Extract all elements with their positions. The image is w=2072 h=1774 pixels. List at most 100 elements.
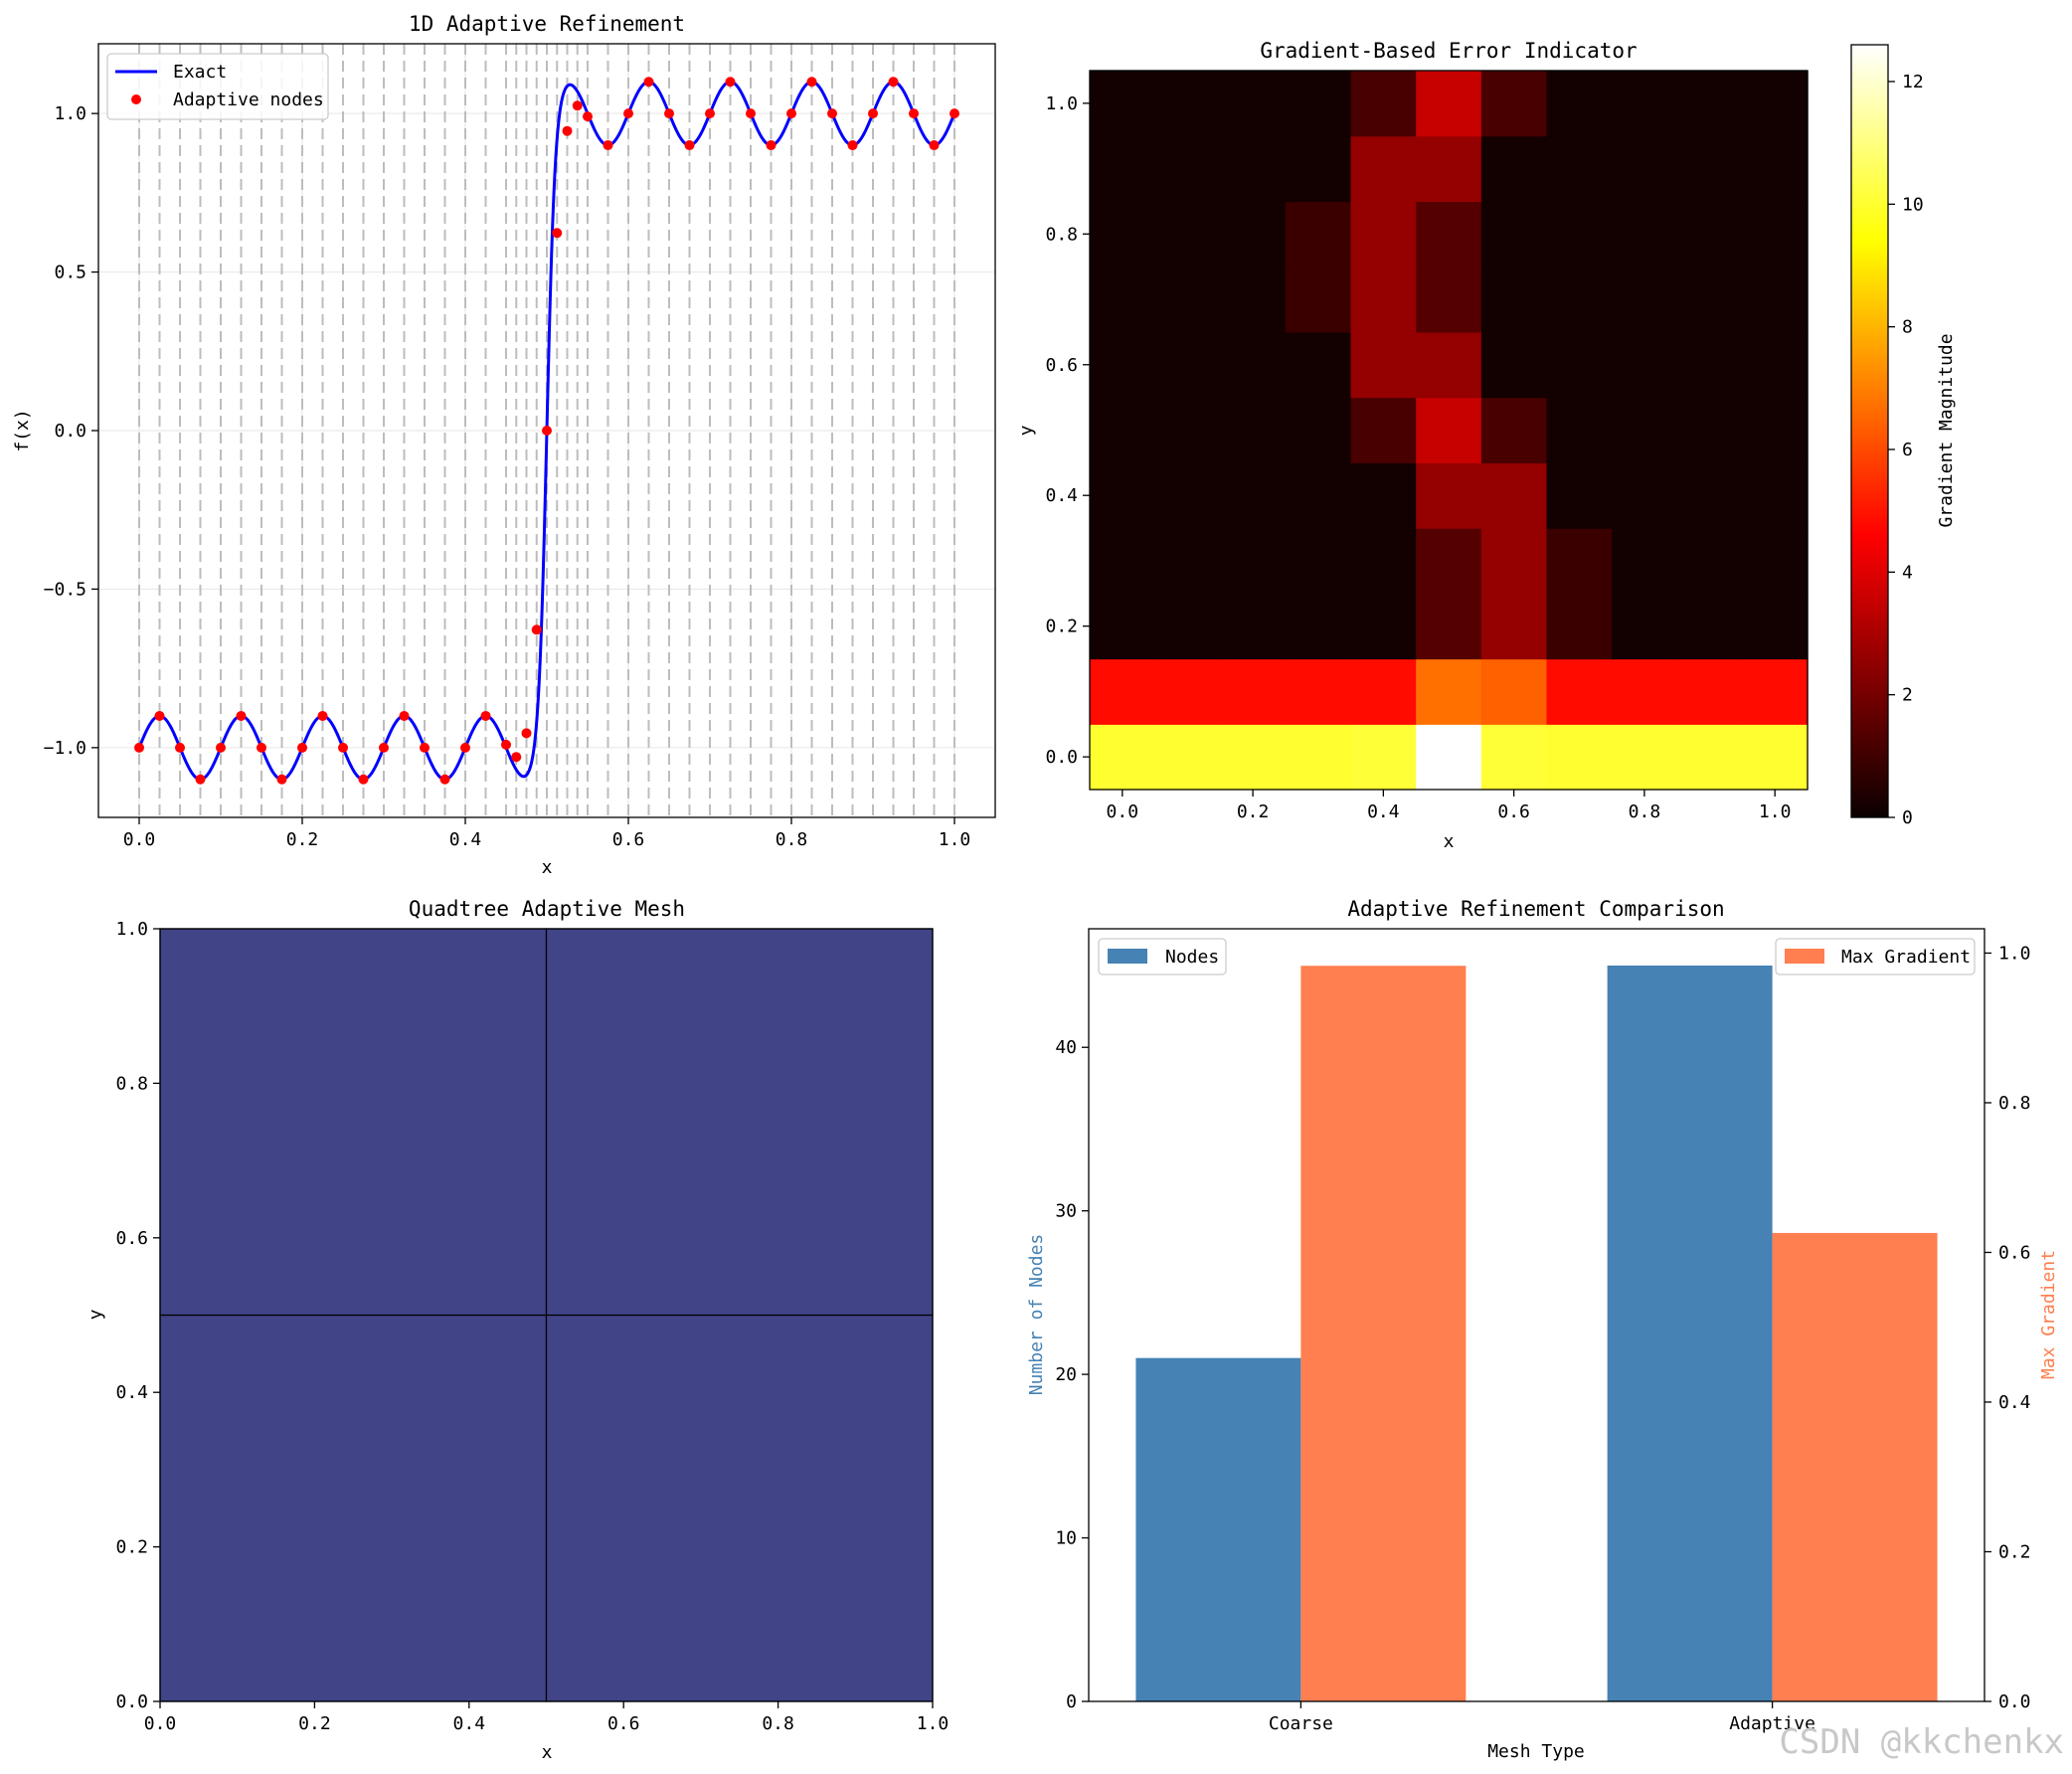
- p2-cell-r3-c4: [1350, 528, 1417, 595]
- p2-cell-r10-c3: [1285, 71, 1352, 137]
- p2-cell-r5-c5: [1416, 397, 1482, 463]
- panel-refinement-comparison: Adaptive Refinement Comparison Coarse Ada…: [1026, 897, 2059, 1762]
- p1-x-ticks: 0.0 0.2 0.4 0.6 0.8 1.0: [123, 817, 970, 850]
- p2-cell-r0-c7: [1546, 724, 1613, 791]
- p1-node-point-16: [460, 742, 470, 753]
- p2-cell-r2-c0: [1090, 593, 1156, 660]
- p1-node-vlines: [138, 44, 955, 817]
- p2-cell-r4-c4: [1350, 462, 1417, 529]
- p2-cell-r8-c9: [1676, 201, 1743, 267]
- p1-ytick-label-2: 0.0: [54, 421, 86, 442]
- p4-legend-gradient: Max Gradient: [1775, 938, 1976, 976]
- p4-legend-nodes: Nodes: [1098, 938, 1227, 976]
- p1-node-point-11: [358, 774, 369, 785]
- p4-title: Adaptive Refinement Comparison: [1347, 897, 1724, 921]
- p2-cell-r6-c7: [1546, 331, 1613, 399]
- p4-axes-frame: [1088, 928, 1986, 1702]
- p1-node-point-3: [195, 774, 206, 785]
- p3-ytick-label-5: 1.0: [115, 919, 148, 940]
- p4-right-axis-label: Max Gradient: [2038, 1250, 2059, 1379]
- p1-node-point-0: [134, 742, 144, 753]
- p2-cell-r4-c7: [1546, 462, 1613, 529]
- p3-ytick-label-4: 0.8: [115, 1073, 148, 1094]
- panel-quadtree-mesh: Quadtree Adaptive Mesh 0.0 0.2 0.4 0.6 0.8 1.…: [86, 897, 949, 1763]
- p2-title: Gradient-Based Error Indicator: [1260, 39, 1637, 63]
- p2-xtick-label-5: 1.0: [1759, 801, 1792, 822]
- p2-cell-r2-c8: [1612, 593, 1678, 660]
- p2-cbtick-label-6: 12: [1902, 72, 1924, 92]
- p2-xtick-label-1: 0.2: [1237, 801, 1270, 822]
- p2-cell-r9-c7: [1546, 135, 1613, 203]
- p1-node-point-24: [562, 125, 573, 136]
- p3-axes-frame: [159, 928, 934, 1702]
- p2-cell-r4-c2: [1220, 462, 1287, 529]
- p2-cell-r10-c0: [1090, 71, 1156, 137]
- p2-cell-r9-c9: [1676, 135, 1743, 203]
- p3-xtick-label-2: 0.4: [453, 1713, 486, 1734]
- p2-cell-r6-c6: [1480, 331, 1548, 399]
- p2-cell-r7-c3: [1285, 266, 1352, 333]
- p1-ytick-label-1: −0.5: [44, 579, 86, 600]
- p4-legend-nodes-swatch: [1108, 949, 1147, 964]
- p3-x-label: x: [542, 1742, 553, 1763]
- p2-cbtick-label-4: 8: [1902, 317, 1913, 338]
- p2-cell-r8-c4: [1350, 201, 1417, 267]
- p2-cell-r9-c0: [1090, 135, 1156, 203]
- p2-cell-r2-c5: [1416, 593, 1482, 660]
- p2-cell-r3-c5: [1416, 528, 1482, 595]
- p1-node-point-13: [399, 710, 410, 721]
- p1-legend-box: [106, 53, 329, 120]
- p1-legend: Exact Adaptive nodes: [106, 53, 329, 120]
- p2-x-ticks: 0.0 0.2 0.4 0.6 0.8 1.0: [1107, 790, 1792, 822]
- p2-cell-r3-c7: [1546, 528, 1613, 595]
- p4-legend-nodes-label: Nodes: [1165, 947, 1219, 968]
- p1-node-point-39: [847, 140, 858, 151]
- p2-cell-r0-c0: [1090, 724, 1156, 791]
- p1-xtick-label-0: 0.0: [123, 829, 156, 850]
- p4-left-tick-label-2: 20: [1055, 1364, 1077, 1385]
- p1-legend-exact: Exact: [173, 62, 227, 83]
- p2-cell-r10-c1: [1154, 71, 1221, 137]
- p1-ytick-label-0: −1.0: [44, 738, 86, 759]
- p2-colorbar-ticks: 0 2 4 6 8 10 12: [1888, 72, 1924, 828]
- p2-cell-r7-c7: [1546, 266, 1613, 333]
- p2-cell-r3-c8: [1612, 528, 1678, 595]
- p2-cell-r4-c8: [1612, 462, 1678, 529]
- p2-cell-r10-c4: [1350, 71, 1417, 137]
- p2-cell-r3-c0: [1090, 528, 1156, 595]
- p2-cell-r9-c8: [1612, 135, 1678, 203]
- p2-cell-r0-c5: [1416, 724, 1482, 791]
- p2-cell-r6-c3: [1285, 331, 1352, 399]
- p2-axes-frame: [1089, 70, 1809, 791]
- p2-cell-r4-c10: [1742, 462, 1809, 529]
- p1-node-point-30: [664, 108, 674, 119]
- p2-cell-r2-c2: [1220, 593, 1287, 660]
- panel-1d-adaptive-refinement: 1D Adaptive Refinement 0.0 0.2 0.4 0.6 0.8 1.…: [12, 12, 996, 878]
- p2-cell-r5-c1: [1154, 397, 1221, 463]
- p3-ytick-label-3: 0.6: [115, 1228, 148, 1249]
- p3-y-label: y: [86, 1309, 106, 1320]
- p1-node-point-34: [746, 108, 756, 119]
- p2-xtick-label-2: 0.4: [1367, 801, 1400, 822]
- p2-cell-r7-c0: [1090, 266, 1156, 333]
- p3-mesh-cell-0: [159, 1314, 548, 1702]
- p1-legend-nodes: Adaptive nodes: [173, 89, 324, 110]
- p2-ytick-label-3: 0.6: [1045, 355, 1078, 376]
- p4-legend-gradient-box: [1775, 938, 1976, 976]
- p2-cell-r2-c7: [1546, 593, 1613, 660]
- p4-left-tick-label-1: 10: [1055, 1528, 1077, 1549]
- p2-cell-r7-c5: [1416, 266, 1482, 333]
- p2-cbtick-label-2: 4: [1902, 562, 1913, 583]
- p3-y-ticks: 0.0 0.2 0.4 0.6 0.8 1.0: [115, 919, 160, 1712]
- p2-colorbar: [1850, 44, 1889, 818]
- p2-ytick-label-4: 0.8: [1045, 224, 1078, 245]
- p1-node-point-9: [317, 710, 328, 721]
- p2-cell-r9-c3: [1285, 135, 1352, 203]
- p1-node-point-42: [909, 108, 919, 119]
- p1-legend-marker-swatch: [131, 94, 141, 104]
- p2-cell-r10-c7: [1546, 71, 1613, 137]
- p4-right-tick-label-3: 0.6: [1998, 1242, 2031, 1263]
- p2-y-label: y: [1016, 425, 1037, 436]
- p2-cell-r7-c2: [1220, 266, 1287, 333]
- p1-node-point-5: [236, 710, 247, 721]
